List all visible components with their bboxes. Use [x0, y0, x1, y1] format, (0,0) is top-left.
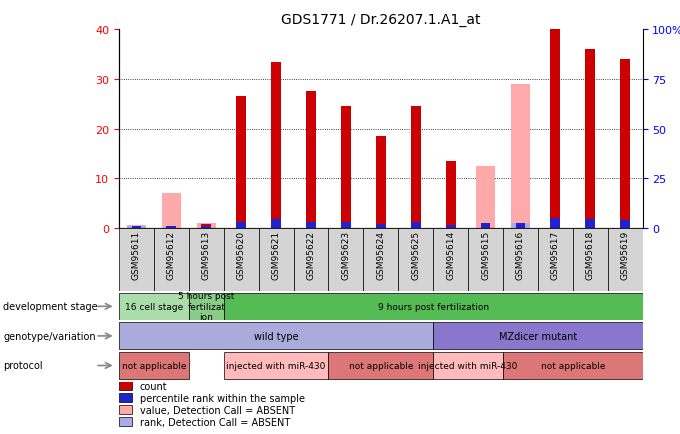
Text: not applicable: not applicable	[541, 361, 605, 370]
Bar	[328, 352, 433, 379]
Bar	[306, 222, 316, 228]
Text: MZdicer mutant: MZdicer mutant	[498, 331, 577, 341]
Bar	[376, 137, 386, 228]
Bar	[224, 352, 328, 379]
Text: rank, Detection Call = ABSENT: rank, Detection Call = ABSENT	[140, 417, 290, 427]
Bar	[119, 293, 189, 320]
Text: GSM95624: GSM95624	[376, 230, 386, 279]
Text: GSM95619: GSM95619	[621, 230, 630, 279]
Bar	[620, 220, 630, 228]
Bar	[511, 224, 530, 228]
Text: 5 hours post
fertilizat
ion: 5 hours post fertilizat ion	[178, 292, 235, 322]
Bar	[119, 381, 132, 390]
Bar	[363, 228, 398, 291]
Bar	[127, 226, 146, 228]
Text: GSM95615: GSM95615	[481, 230, 490, 279]
Text: injected with miR-430: injected with miR-430	[226, 361, 326, 370]
Text: GSM95612: GSM95612	[167, 230, 176, 279]
Bar	[550, 218, 560, 228]
Bar	[119, 393, 132, 402]
Bar	[201, 224, 211, 228]
Text: GSM95625: GSM95625	[411, 230, 420, 279]
Bar	[585, 219, 595, 228]
Text: development stage: development stage	[3, 302, 98, 312]
Bar	[294, 228, 328, 291]
Bar	[236, 222, 246, 228]
Text: GSM95620: GSM95620	[237, 230, 245, 279]
Bar	[341, 222, 351, 228]
Bar	[271, 219, 281, 228]
Bar	[620, 60, 630, 228]
Text: injected with miR-430: injected with miR-430	[418, 361, 517, 370]
Text: GSM95623: GSM95623	[341, 230, 350, 279]
Bar	[119, 417, 132, 426]
Bar	[162, 194, 181, 228]
Text: GSM95611: GSM95611	[132, 230, 141, 279]
Bar	[306, 92, 316, 228]
Bar	[433, 228, 468, 291]
Bar	[433, 352, 503, 379]
Bar	[224, 228, 258, 291]
Bar	[511, 85, 530, 228]
Bar	[119, 352, 189, 379]
Bar	[411, 222, 421, 228]
Bar	[271, 62, 281, 228]
Text: count: count	[140, 381, 167, 391]
Text: GSM95622: GSM95622	[307, 230, 316, 279]
Bar	[131, 227, 141, 228]
Bar	[411, 107, 421, 228]
Bar	[197, 224, 216, 228]
Text: GSM95614: GSM95614	[446, 230, 455, 279]
Text: GSM95613: GSM95613	[202, 230, 211, 279]
Bar	[433, 322, 643, 350]
Bar	[573, 228, 608, 291]
Bar	[131, 227, 141, 228]
Title: GDS1771 / Dr.26207.1.A1_at: GDS1771 / Dr.26207.1.A1_at	[281, 13, 481, 26]
Bar	[119, 405, 132, 414]
Bar	[201, 226, 211, 228]
Text: protocol: protocol	[3, 361, 43, 371]
Bar	[328, 228, 363, 291]
Bar	[119, 228, 154, 291]
Bar	[515, 224, 526, 228]
Bar	[503, 228, 538, 291]
Bar	[189, 293, 224, 320]
Text: wild type: wild type	[254, 331, 299, 341]
Bar	[189, 228, 224, 291]
Bar	[476, 166, 495, 228]
Bar	[376, 224, 386, 228]
Bar	[481, 224, 490, 228]
Bar	[608, 228, 643, 291]
Bar	[119, 322, 433, 350]
Text: GSM95621: GSM95621	[271, 230, 281, 279]
Text: GSM95616: GSM95616	[516, 230, 525, 279]
Bar	[445, 225, 456, 228]
Bar	[167, 226, 176, 228]
Text: GSM95618: GSM95618	[585, 230, 595, 279]
Bar	[127, 226, 146, 228]
Text: not applicable: not applicable	[349, 361, 413, 370]
Bar	[538, 228, 573, 291]
Bar	[236, 97, 246, 228]
Text: 16 cell stage: 16 cell stage	[125, 302, 183, 311]
Text: not applicable: not applicable	[122, 361, 186, 370]
Text: GSM95617: GSM95617	[551, 230, 560, 279]
Bar	[503, 352, 643, 379]
Bar	[398, 228, 433, 291]
Text: 9 hours post fertilization: 9 hours post fertilization	[377, 302, 489, 311]
Bar	[154, 228, 189, 291]
Bar	[585, 50, 595, 228]
Bar	[445, 161, 456, 228]
Text: value, Detection Call = ABSENT: value, Detection Call = ABSENT	[140, 404, 295, 414]
Bar	[550, 30, 560, 228]
Bar	[258, 228, 294, 291]
Bar	[341, 107, 351, 228]
Bar	[224, 293, 643, 320]
Bar	[468, 228, 503, 291]
Text: percentile rank within the sample: percentile rank within the sample	[140, 393, 305, 403]
Text: genotype/variation: genotype/variation	[3, 331, 96, 341]
